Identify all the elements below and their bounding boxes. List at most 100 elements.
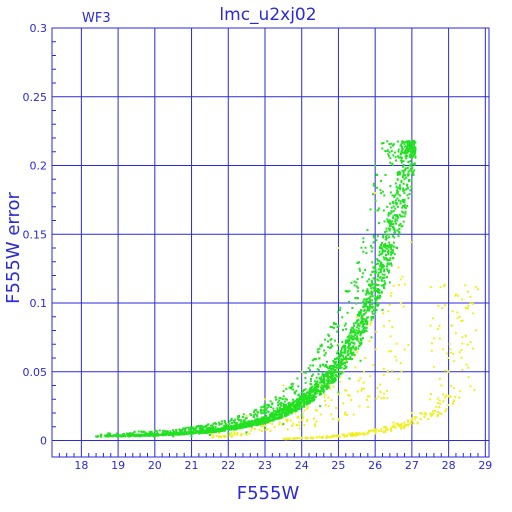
point-yellow xyxy=(382,325,385,328)
point-green xyxy=(273,415,276,418)
point-yellow xyxy=(461,298,463,301)
point-green xyxy=(314,386,317,388)
point-green xyxy=(257,411,260,414)
point-green xyxy=(366,290,369,293)
point-yellow xyxy=(383,426,386,429)
point-green xyxy=(392,223,395,225)
point-green xyxy=(368,305,371,308)
point-green xyxy=(357,324,360,327)
point-yellow xyxy=(406,419,409,422)
point-yellow xyxy=(450,351,453,354)
point-green xyxy=(392,257,395,260)
point-yellow xyxy=(472,347,475,350)
point-green xyxy=(327,377,330,380)
point-green xyxy=(377,273,380,276)
point-green xyxy=(403,200,406,203)
point-green xyxy=(384,242,387,245)
point-green xyxy=(384,173,387,176)
point-yellow xyxy=(454,395,457,398)
point-green xyxy=(413,162,416,165)
point-green xyxy=(367,300,370,303)
point-green xyxy=(325,388,328,390)
point-green xyxy=(278,397,281,400)
point-green xyxy=(378,289,381,292)
point-green xyxy=(195,431,197,434)
point-yellow xyxy=(467,290,469,293)
point-yellow xyxy=(465,307,468,309)
point-green xyxy=(363,303,366,306)
point-yellow xyxy=(236,431,239,434)
point-green xyxy=(206,424,209,427)
point-green xyxy=(368,297,371,300)
point-green xyxy=(232,425,235,428)
point-green xyxy=(211,427,214,430)
point-green xyxy=(308,400,311,403)
point-green xyxy=(350,328,353,331)
point-green xyxy=(381,273,384,276)
point-yellow xyxy=(227,423,230,425)
point-yellow xyxy=(410,422,412,425)
point-green xyxy=(336,357,339,360)
point-green xyxy=(312,394,315,397)
point-green xyxy=(325,370,328,373)
point-green xyxy=(302,398,305,401)
point-green xyxy=(398,156,401,159)
point-green xyxy=(293,407,296,410)
point-green xyxy=(208,428,211,431)
point-green xyxy=(393,236,396,239)
point-yellow xyxy=(447,404,450,406)
point-green xyxy=(384,250,386,252)
point-green xyxy=(318,381,321,384)
point-green xyxy=(211,429,214,432)
point-green xyxy=(330,373,332,375)
point-green xyxy=(357,327,360,330)
point-green xyxy=(267,405,270,408)
point-yellow xyxy=(264,424,267,427)
point-green xyxy=(312,364,315,367)
point-green xyxy=(330,381,333,384)
point-green xyxy=(188,432,191,435)
point-green xyxy=(363,308,366,311)
point-green xyxy=(343,347,346,350)
point-green xyxy=(409,189,412,192)
point-green xyxy=(388,227,391,230)
point-green xyxy=(290,403,293,406)
point-green xyxy=(381,241,384,244)
point-green xyxy=(380,192,383,195)
point-green xyxy=(270,406,272,409)
point-green xyxy=(368,283,371,286)
point-green xyxy=(408,141,411,144)
point-yellow xyxy=(458,351,461,354)
point-green xyxy=(400,143,403,146)
point-green xyxy=(346,350,349,352)
point-yellow xyxy=(390,350,393,353)
point-yellow xyxy=(266,428,269,431)
point-yellow xyxy=(383,392,386,395)
point-green xyxy=(404,152,407,155)
point-yellow xyxy=(429,286,432,289)
point-green xyxy=(276,407,279,410)
point-green xyxy=(346,336,349,339)
point-green xyxy=(326,382,329,385)
point-green xyxy=(388,243,391,246)
x-axis-label: F555W xyxy=(237,483,300,504)
point-green xyxy=(360,316,363,319)
point-yellow xyxy=(395,342,398,345)
point-green xyxy=(244,417,247,420)
point-green xyxy=(156,433,159,436)
point-green xyxy=(290,383,293,386)
point-green xyxy=(144,431,147,434)
point-green xyxy=(276,408,279,411)
point-green xyxy=(370,293,373,296)
point-green xyxy=(382,209,385,212)
point-green xyxy=(379,261,382,264)
point-yellow xyxy=(430,393,432,395)
point-green xyxy=(339,360,342,363)
point-green xyxy=(311,394,314,397)
point-yellow xyxy=(319,413,322,416)
point-green xyxy=(410,167,413,170)
point-yellow xyxy=(379,390,382,393)
point-yellow xyxy=(367,406,369,408)
point-green xyxy=(359,331,362,333)
point-green xyxy=(385,237,388,240)
